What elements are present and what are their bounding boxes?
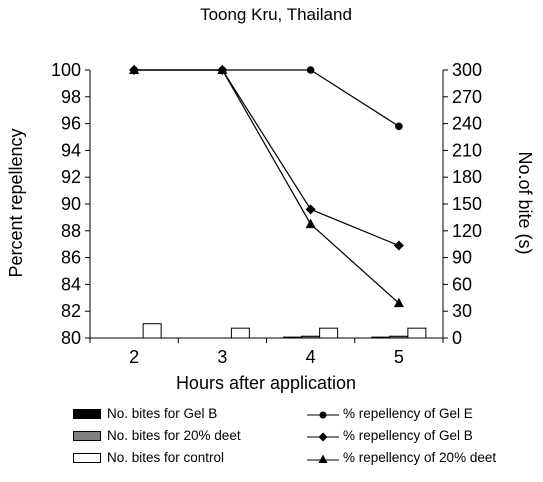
y-right-tick-label: 270 [452,87,482,107]
y-left-tick-label: 86 [61,248,81,268]
x-axis-label: Hours after application [176,373,356,393]
point-diamond [305,204,316,215]
bar [142,323,162,339]
legend-label: No. bites for Gel B [107,406,218,421]
legend-swatch-white [73,453,101,463]
point-triangle [393,297,404,308]
chart-title: Toong Kru, Thailand [200,5,352,24]
y-right-tick-label: 180 [452,167,482,187]
series-line [134,69,400,247]
y-axis-right-label: No.of bite (s) [515,151,535,254]
y-left-tick-label: 84 [61,274,81,294]
y-axis-left-label: Percent repellency [6,128,26,277]
series-line [134,69,400,127]
y-right-tick-label: 210 [452,140,482,160]
y-right-tick-label: 0 [452,328,462,348]
y-left-tick-label: 92 [61,167,81,187]
point-triangle [217,64,228,74]
x-tick-label: 2 [129,347,139,367]
lines [129,64,404,308]
x-tick-label: 3 [217,347,227,367]
x-tick-label: 4 [306,347,316,367]
y-right-tick-label: 30 [452,301,472,321]
bar [407,327,427,339]
legend-label: No. bites for 20% deet [107,428,241,443]
y-left-tick-label: 82 [61,301,81,321]
legend-label: % repellency of 20% deet [343,450,497,465]
y-left-tick-label: 96 [61,114,81,134]
legend-label: % repellency of Gel E [343,406,473,421]
legend-lines: % repellency of Gel E % repellency of Ge… [305,406,540,476]
bars [142,323,427,339]
point-triangle [305,218,316,229]
circle-marker-icon [307,411,339,419]
bar [230,327,250,339]
series-line [134,69,400,304]
y-right-tick-label: 90 [452,248,472,268]
legend-label: % repellency of Gel B [343,428,473,443]
y-left-tick-label: 100 [51,60,81,80]
point-triangle [129,64,140,74]
triangle-marker-icon [307,454,339,463]
chart: Toong Kru, Thailand 80 82 84 86 88 90 92 94 96 98… [6,5,535,393]
y-left-tick-label: 94 [61,140,81,160]
bar [283,336,303,339]
bar [389,335,409,339]
legend-bars: No. bites for Gel B No. bites for 20% de… [73,406,303,476]
y-left-tick-label: 88 [61,221,81,241]
x-tick-label: 5 [394,347,404,367]
y-right-tick-label: 240 [452,114,482,134]
diamond-marker-icon [307,432,339,442]
point-circle [306,66,315,74]
y-right-tick-label: 150 [452,194,482,214]
legend-swatch-black [73,409,101,419]
y-right-tick-label: 300 [452,60,482,80]
legend-label: No. bites for control [107,450,225,465]
legend-swatch-gray [73,431,101,441]
axes: 80 82 84 86 88 90 92 94 96 98 100 0 30 60 90 120 150 180 2… [51,60,482,367]
y-left-tick-label: 80 [61,328,81,348]
y-left-tick-label: 90 [61,194,81,214]
point-diamond [393,240,404,251]
y-right-tick-label: 120 [452,221,482,241]
bar [301,335,321,339]
bar [319,327,339,339]
bar [371,336,391,339]
y-left-tick-label: 98 [61,87,81,107]
y-right-tick-label: 60 [452,274,472,294]
point-circle [395,122,403,131]
